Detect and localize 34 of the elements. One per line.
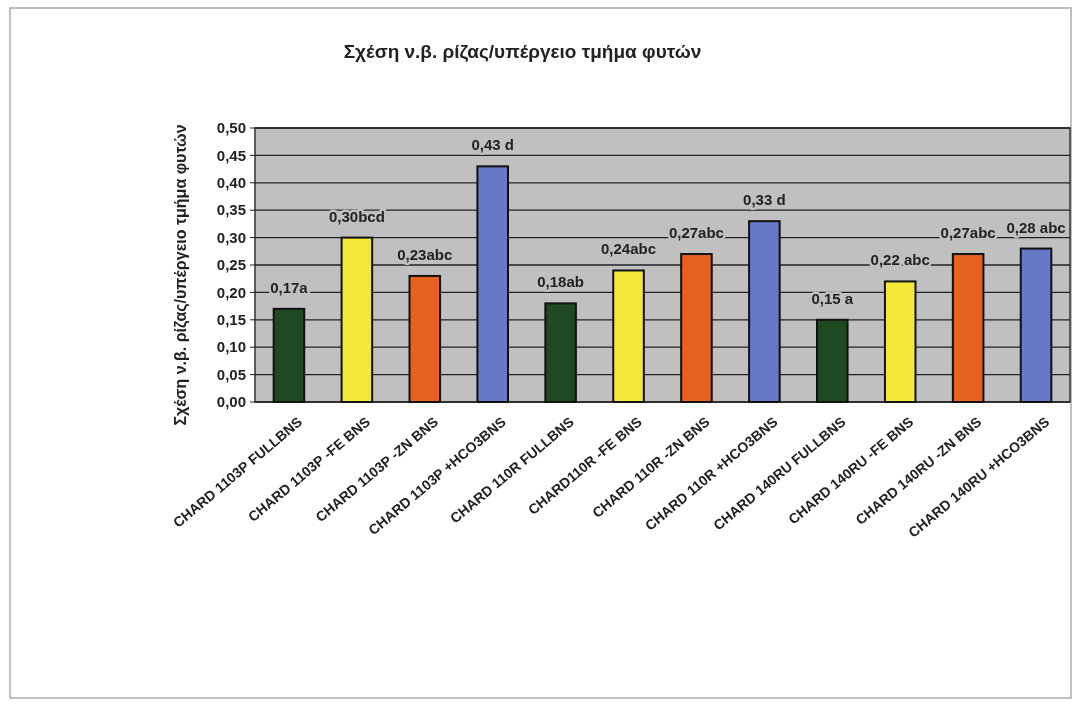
y-tick-label: 0,40 [216,174,246,192]
data-label: 0,33 d [743,191,786,209]
data-label: 0,18ab [537,273,584,291]
bar [748,220,781,403]
y-tick-label: 0,05 [216,365,246,383]
y-tick-label: 0,15 [216,311,246,329]
data-label: 0,23abc [397,245,453,263]
y-tick-label: 0,20 [216,283,246,301]
bar [816,318,849,403]
bar [612,269,645,403]
y-tick-label: 0,50 [216,119,246,137]
y-tick-label: 0,30 [216,228,246,246]
chart-title: Σχέση ν.β. ρίζας/υπέργειο τμήμα φυτών [343,41,702,63]
bar [544,302,577,403]
data-label: 0,28 abc [1006,218,1066,236]
data-label: 0,22 abc [870,251,930,269]
y-tick-label: 0,35 [216,201,246,219]
y-tick-label: 0,10 [216,338,246,356]
bar [272,307,306,403]
data-label: 0,43 d [471,136,514,154]
bar [951,253,985,403]
y-tick-label: 0,45 [216,146,246,164]
bar [408,274,442,403]
data-label: 0,30bcd [328,207,385,225]
y-tick-label: 0,25 [216,256,246,274]
bar [476,165,509,403]
y-tick-label: 0,00 [216,393,246,411]
bar [680,253,713,403]
data-label: 0,24abc [601,240,657,258]
bar [1019,247,1053,403]
bar [340,236,374,403]
data-label: 0,15 a [811,289,854,307]
bar [883,280,917,403]
y-axis-title: Σχέση ν.β. ρίζας/υπέργειο τμήμα φυτών [171,124,190,426]
